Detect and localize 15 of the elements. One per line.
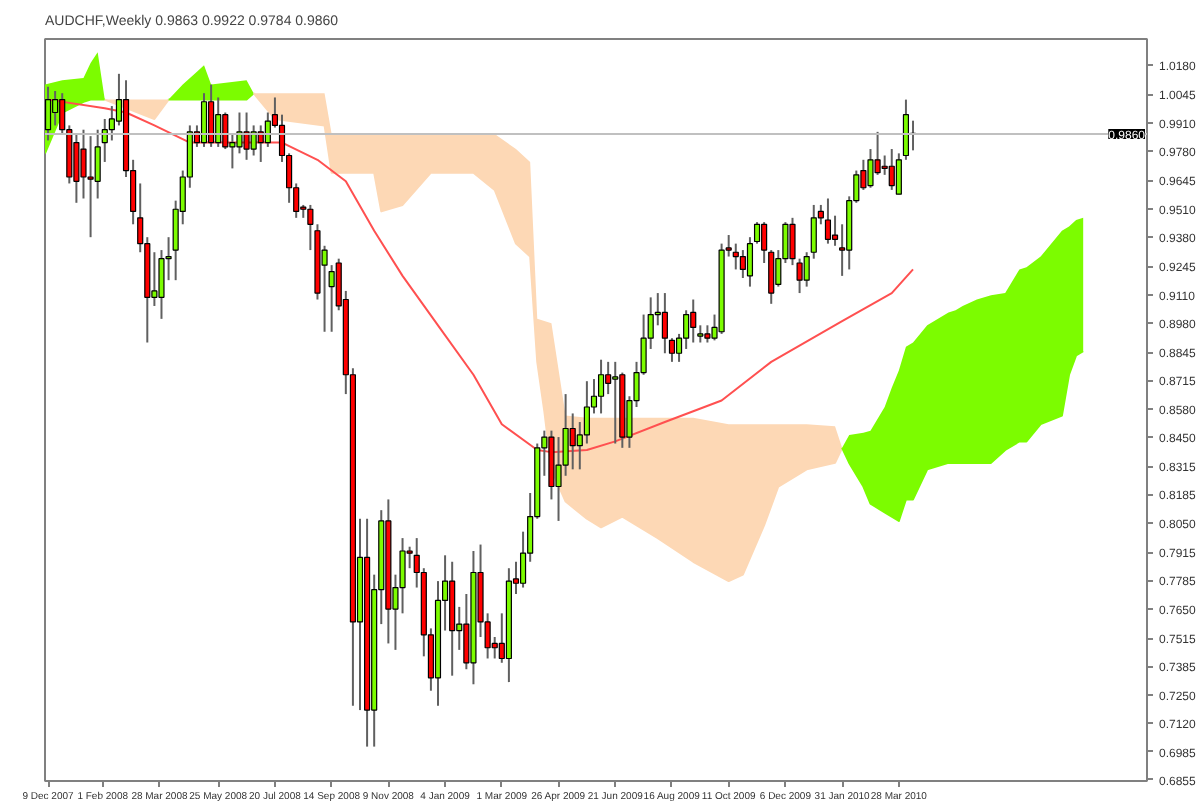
candlestick (243, 111, 250, 161)
candlestick (824, 197, 832, 245)
candlestick (73, 133, 80, 204)
candlestick (690, 298, 697, 344)
candlestick (208, 83, 215, 148)
line-series (47, 98, 915, 454)
candlestick (597, 358, 605, 415)
candlestick (739, 249, 746, 280)
candlestick (569, 412, 576, 471)
candlestick (661, 292, 668, 355)
candlestick (612, 360, 619, 445)
candlestick (87, 135, 94, 239)
candlestick (888, 148, 895, 191)
candlestick (151, 251, 158, 307)
candlestick (732, 242, 739, 271)
